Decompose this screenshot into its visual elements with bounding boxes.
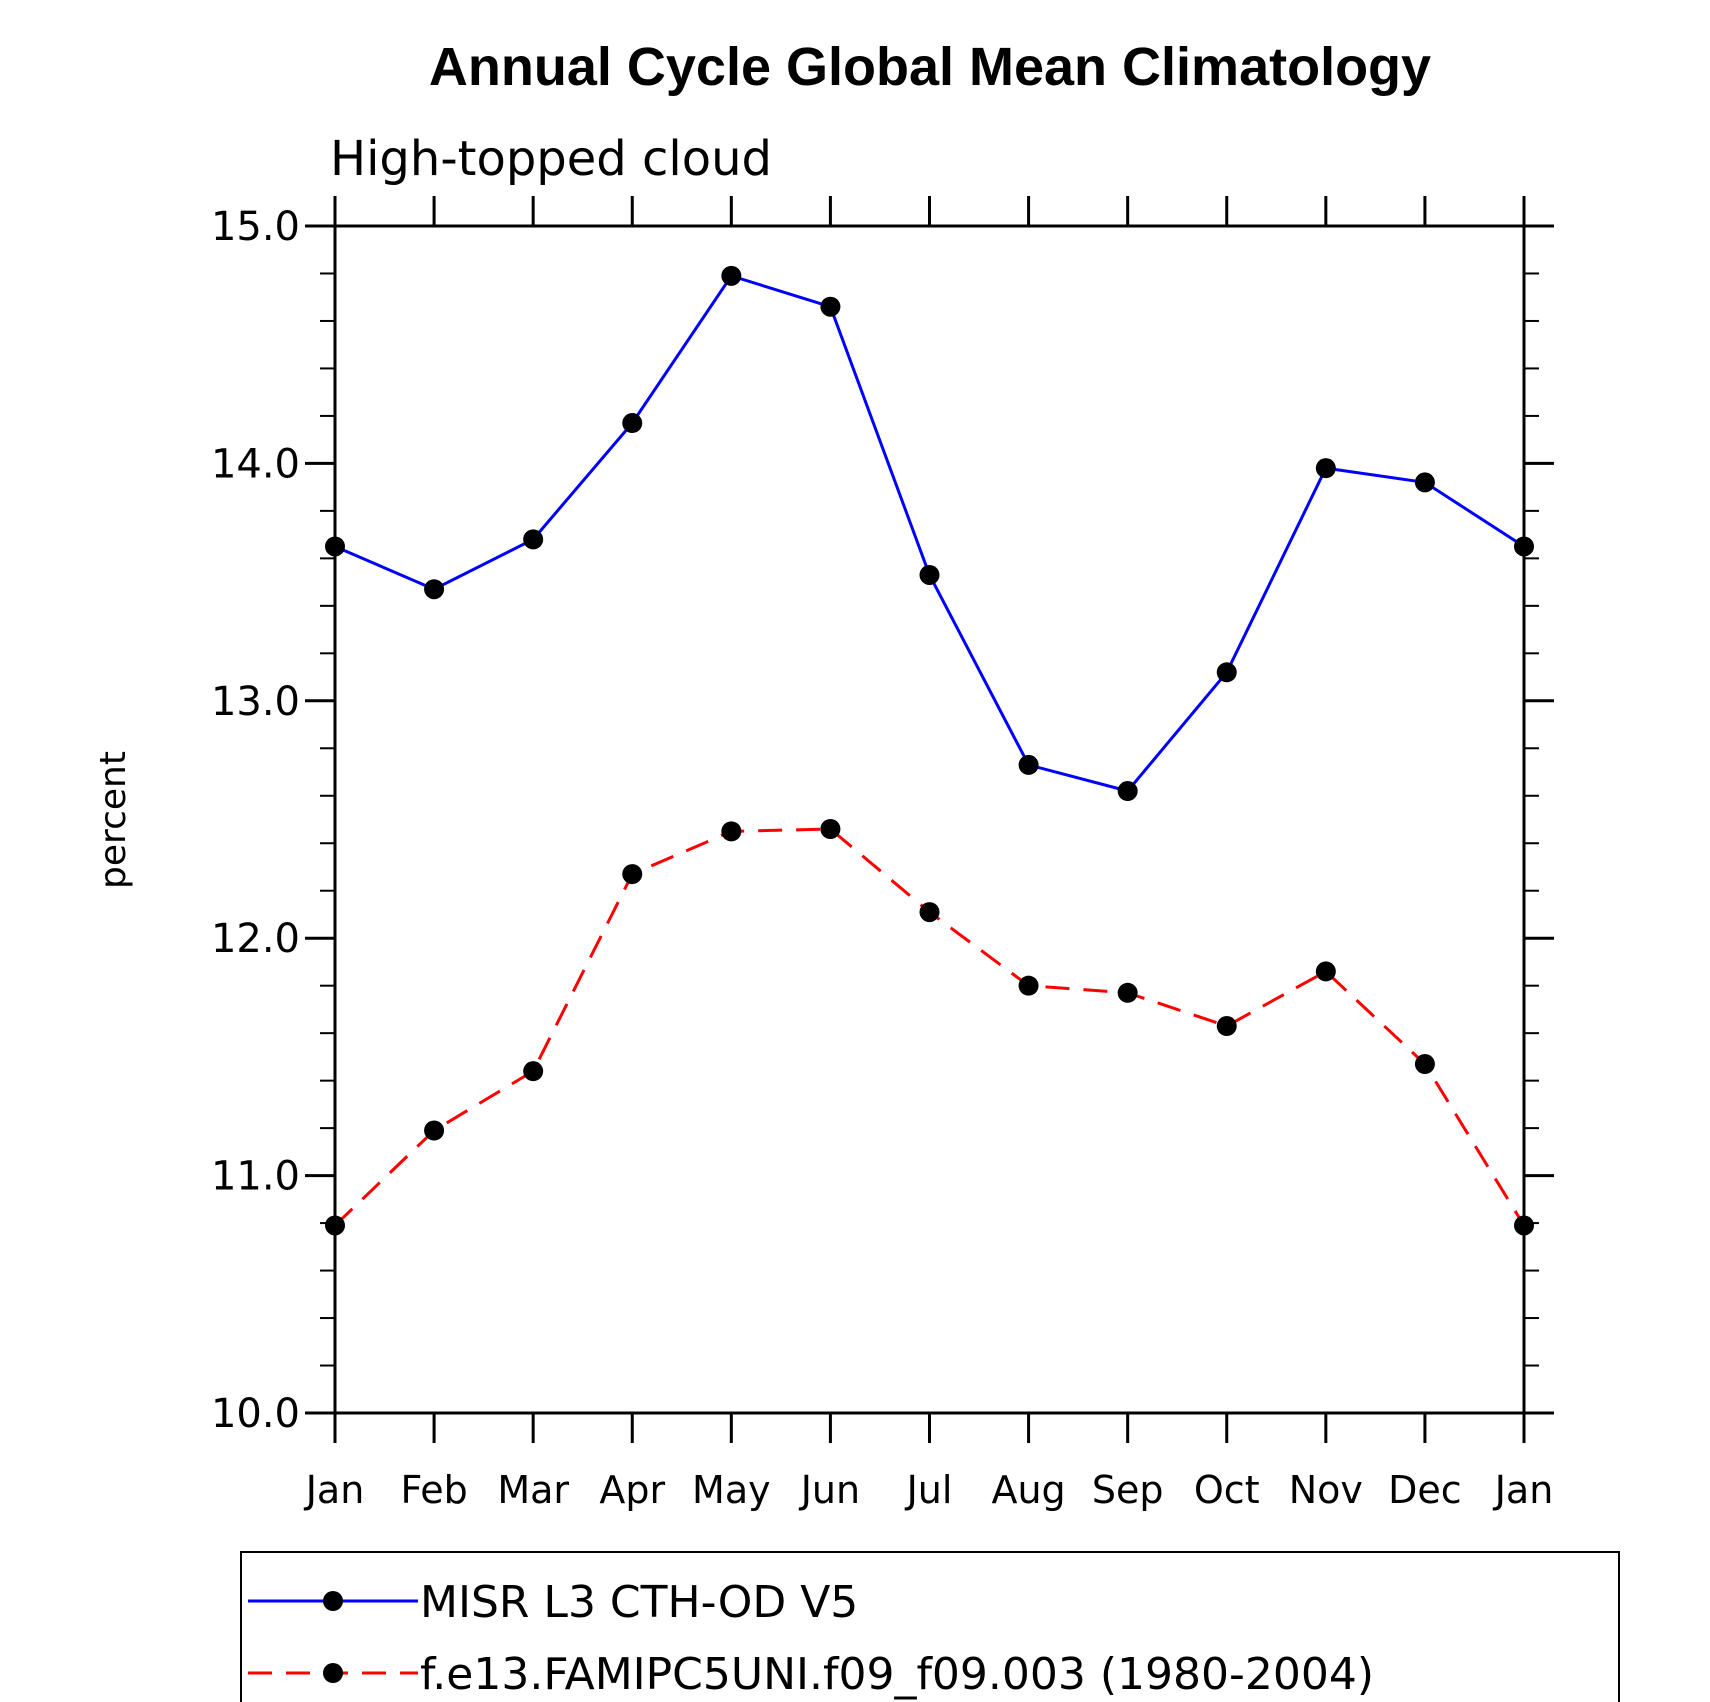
- x-tick-label: Feb: [400, 1468, 467, 1512]
- series-1-point: [820, 296, 841, 317]
- series-1-point: [1514, 536, 1534, 557]
- series-1-point: [1117, 781, 1138, 802]
- chart-subtitle: High-topped cloud: [330, 131, 772, 187]
- plot-frame: [333, 224, 1526, 1415]
- series-2-point: [1315, 961, 1336, 982]
- legend-marker-2: [323, 1663, 343, 1683]
- y-tick-labels: 10.0 11.0 12.0 13.0 14.0 15.0: [211, 204, 300, 1437]
- series-2-point: [1018, 975, 1039, 996]
- x-tick-label: Dec: [1388, 1468, 1462, 1512]
- series-2-point: [1514, 1215, 1534, 1236]
- series-2-point: [523, 1061, 544, 1082]
- chart-title: Annual Cycle Global Mean Climatology: [429, 37, 1431, 97]
- series-2-point: [919, 902, 940, 923]
- x-tick-label: Jun: [799, 1468, 860, 1512]
- series-1-point: [1315, 458, 1336, 479]
- series-2-point: [721, 821, 742, 842]
- series-1-point: [424, 579, 445, 600]
- y-axis-label: percent: [93, 751, 134, 889]
- x-tick-label: May: [692, 1468, 771, 1512]
- x-tick-label: Jul: [905, 1468, 953, 1512]
- series-1-point: [622, 413, 643, 434]
- y-tick-label: 12.0: [211, 916, 300, 962]
- x-tick-label: Aug: [991, 1468, 1065, 1512]
- y-tick-label: 14.0: [211, 441, 300, 487]
- legend-label-2: f.e13.FAMIPC5UNI.f09_f09.003 (1980-2004): [420, 1649, 1374, 1700]
- series-2-point: [1117, 982, 1138, 1003]
- y-tick-label: 15.0: [211, 204, 300, 250]
- series-2-point: [325, 1215, 345, 1236]
- series-2-point: [1414, 1054, 1435, 1075]
- axis-ticks: [305, 196, 1554, 1443]
- series-1-point: [721, 265, 742, 286]
- x-tick-label: Sep: [1092, 1468, 1164, 1512]
- series-2-point: [820, 818, 841, 839]
- x-tick-label: Nov: [1289, 1468, 1363, 1512]
- x-tick-label: Apr: [599, 1468, 665, 1512]
- series-1-point: [325, 536, 345, 557]
- x-tick-labels: Jan Feb Mar Apr May Jun Jul Aug Sep Oct Nov Dec Jan: [304, 1468, 1554, 1512]
- x-tick-label: Jan: [1493, 1468, 1554, 1512]
- x-tick-label: Oct: [1194, 1468, 1260, 1512]
- series-1-point: [1414, 472, 1435, 493]
- series-1-point: [1018, 754, 1039, 775]
- y-tick-label: 13.0: [211, 679, 300, 725]
- x-tick-label: Jan: [304, 1468, 365, 1512]
- series-2-point: [622, 864, 643, 885]
- legend-label-1: MISR L3 CTH-OD V5: [420, 1577, 858, 1628]
- series-line-2: [333, 827, 1526, 1227]
- legend: MISR L3 CTH-OD V5 f.e13.FAMIPC5UNI.f09_f0…: [240, 1551, 1620, 1702]
- series-layer: [325, 265, 1534, 1236]
- y-tick-label: 10.0: [211, 1391, 300, 1437]
- series-1-point: [1216, 662, 1237, 683]
- y-tick-label: 11.0: [211, 1154, 300, 1200]
- series-1-point: [523, 529, 544, 550]
- series-2-point: [1216, 1016, 1237, 1037]
- series-2-point: [424, 1120, 445, 1141]
- legend-box: [240, 1551, 1620, 1702]
- series-1-point: [919, 564, 940, 585]
- x-tick-label: Mar: [497, 1468, 569, 1512]
- legend-marker-1: [323, 1591, 343, 1611]
- series-line-1: [334, 274, 1525, 793]
